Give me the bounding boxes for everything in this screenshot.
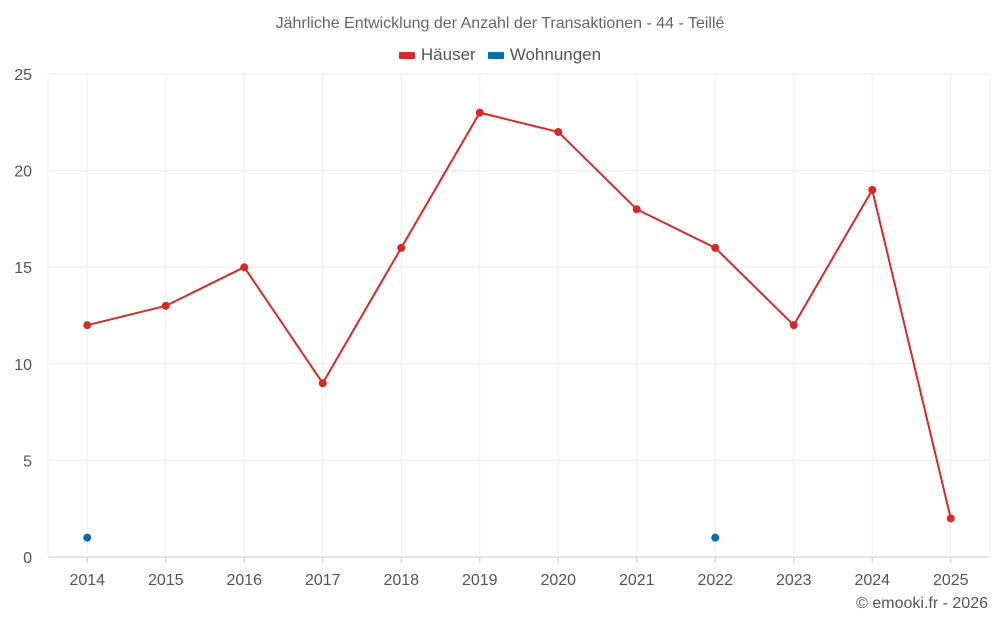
data-point-0-2025 [946, 514, 955, 523]
x-tick-label: 2018 [383, 572, 419, 589]
y-tick-label: 5 [23, 453, 32, 470]
x-tick-label: 2016 [226, 572, 262, 589]
credit-text: © emooki.fr - 2026 [856, 595, 988, 612]
legend-item-haeuser[interactable]: Häuser [398, 45, 476, 65]
data-point-0-2018 [397, 243, 406, 252]
data-point-0-2024 [868, 185, 877, 194]
y-tick-label: 0 [23, 550, 32, 567]
data-point-0-2016 [240, 263, 249, 272]
x-tick-label: 2022 [697, 572, 733, 589]
x-tick-label: 2014 [69, 572, 105, 589]
data-point-0-2021 [632, 205, 641, 214]
data-point-0-2019 [475, 108, 484, 117]
legend-swatch-wohnungen [487, 51, 504, 59]
x-tick-label: 2015 [148, 572, 184, 589]
chart-title: Jährliche Entwicklung der Anzahl der Tra… [275, 15, 725, 32]
legend-item-wohnungen[interactable]: Wohnungen [487, 45, 602, 65]
x-tick-label: 2019 [462, 572, 498, 589]
x-tick-label: 2023 [776, 572, 812, 589]
data-point-1-2014 [83, 533, 92, 542]
x-tick-label: 2021 [619, 572, 655, 589]
y-tick-label: 10 [14, 357, 32, 374]
x-tick-label: 2020 [540, 572, 576, 589]
y-tick-label: 20 [14, 164, 32, 181]
data-point-0-2020 [554, 127, 563, 136]
x-tick-label: 2024 [854, 572, 890, 589]
data-point-0-2014 [83, 321, 92, 330]
x-tick-label: 2025 [933, 572, 969, 589]
data-point-1-2022 [711, 533, 720, 542]
x-tick-label: 2017 [305, 572, 341, 589]
y-tick-label: 15 [14, 260, 32, 277]
y-tick-label: 25 [14, 67, 32, 84]
data-point-0-2015 [161, 301, 170, 310]
data-point-0-2023 [789, 321, 798, 330]
legend-swatch-haeuser [398, 51, 415, 59]
legend-label-haeuser: Häuser [420, 45, 476, 64]
legend-label-wohnungen: Wohnungen [509, 45, 602, 64]
data-point-0-2022 [711, 243, 720, 252]
data-point-0-2017 [318, 379, 327, 388]
legend: Häuser Wohnungen [0, 45, 1000, 65]
series-line-0 [87, 111, 952, 519]
